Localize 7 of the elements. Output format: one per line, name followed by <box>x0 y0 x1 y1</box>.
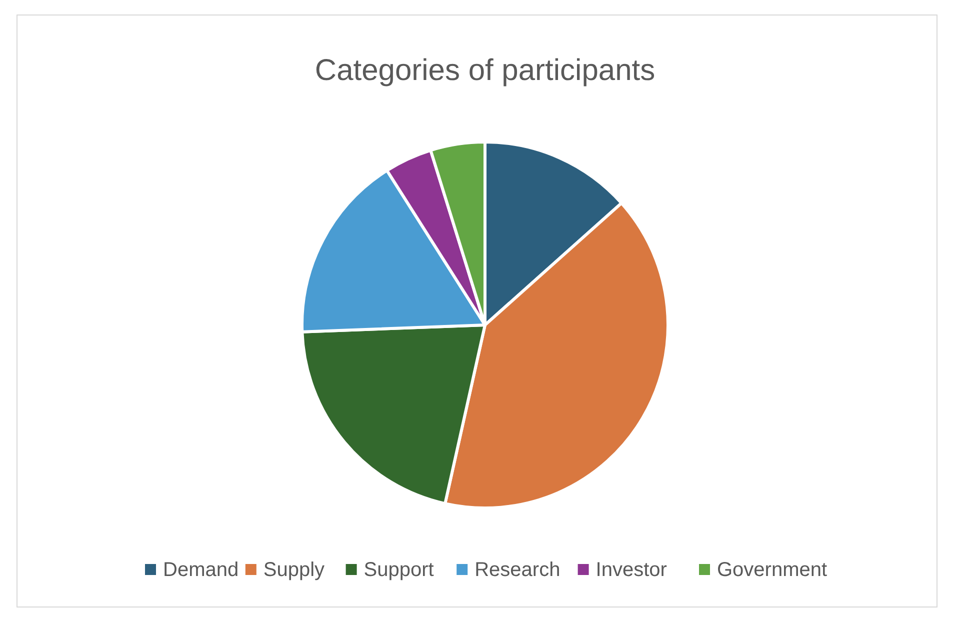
legend-label: Research <box>474 559 560 581</box>
legend-label: Supply <box>263 559 325 581</box>
legend-label: Government <box>717 559 828 581</box>
legend-label: Support <box>364 559 434 581</box>
legend-label: Demand <box>163 559 239 581</box>
chart-title: Categories of participants <box>314 54 656 87</box>
legend-label: Investor <box>596 559 668 581</box>
